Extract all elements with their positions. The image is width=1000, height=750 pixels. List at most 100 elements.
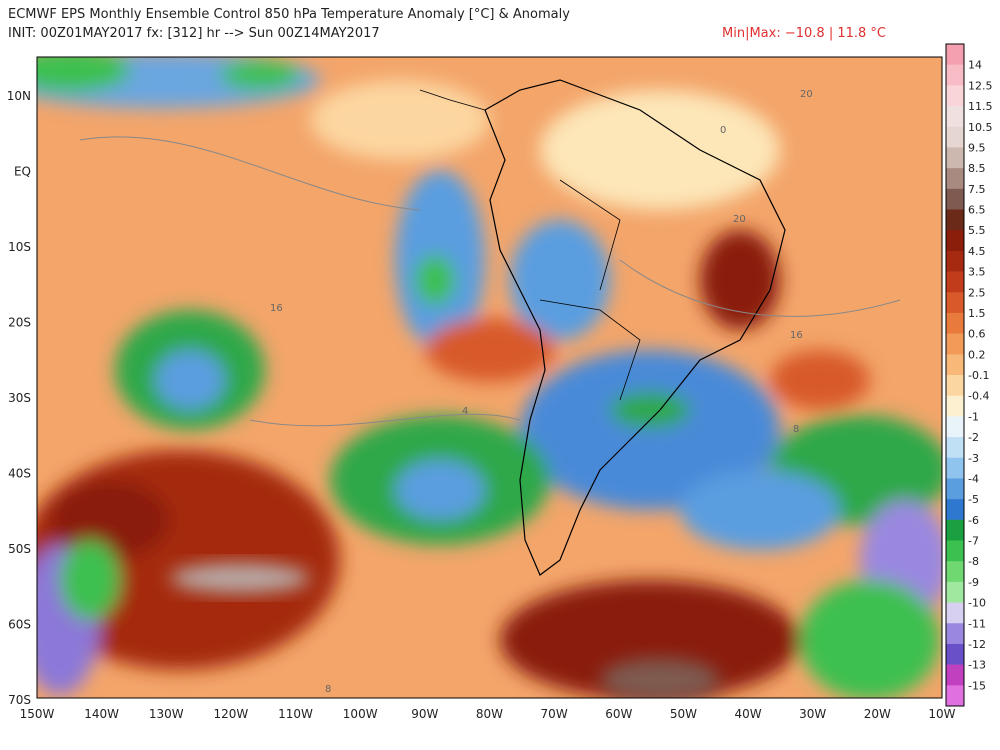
latitude-label: EQ xyxy=(14,165,31,179)
latitude-label: 40S xyxy=(8,467,31,481)
longitude-label: 30W xyxy=(799,707,826,721)
colorbar-label: 0.2 xyxy=(968,348,986,361)
colorbar-label: -6 xyxy=(968,514,979,527)
colorbar-label: 9.5 xyxy=(968,141,986,154)
colorbar-label: -12 xyxy=(968,638,986,651)
contour-label: 16 xyxy=(270,303,283,314)
map-frame xyxy=(36,56,943,699)
colorbar-band xyxy=(946,230,964,252)
colorbar-label: 8.5 xyxy=(968,162,986,175)
colorbar-band xyxy=(946,126,964,148)
latitude-label: 50S xyxy=(8,542,31,556)
colorbar-label: 3.5 xyxy=(968,266,986,279)
colorbar-label: 6.5 xyxy=(968,204,986,217)
latitude-label: 10S xyxy=(8,240,31,254)
colorbar-band xyxy=(946,188,964,210)
map: 20 0 20 16 16 8 4 8 xyxy=(37,57,942,698)
colorbar-band xyxy=(946,685,964,707)
longitude-label: 80W xyxy=(476,707,503,721)
colorbar-band xyxy=(946,85,964,107)
colorbar-band xyxy=(946,457,964,479)
colorbar-band xyxy=(946,581,964,603)
colorbar-band xyxy=(946,250,964,272)
colorbar-band xyxy=(946,333,964,355)
colorbar-band xyxy=(946,602,964,624)
contour-label: 16 xyxy=(790,330,803,341)
latitude-label: 60S xyxy=(8,618,31,632)
colorbar-label: 1.5 xyxy=(968,307,986,320)
colorbar-band xyxy=(946,519,964,541)
colorbar-band xyxy=(946,499,964,521)
longitude-label: 10W xyxy=(928,707,955,721)
colorbar-band xyxy=(946,478,964,500)
colorbar-band xyxy=(946,271,964,293)
title: ECMWF EPS Monthly Ensemble Control 850 h… xyxy=(8,7,570,22)
latitude-label: 20S xyxy=(8,316,31,330)
colorbar-band xyxy=(946,147,964,169)
colorbar-label: -3 xyxy=(968,452,979,465)
colorbar-label: -15 xyxy=(968,679,986,692)
colorbar-label: 0.6 xyxy=(968,328,986,341)
colorbar-label: -5 xyxy=(968,493,979,506)
longitude-label: 60W xyxy=(605,707,632,721)
colorbar-label: 11.5 xyxy=(968,100,993,113)
colorbar-label: 5.5 xyxy=(968,224,986,237)
longitude-label: 40W xyxy=(734,707,761,721)
colorbar-label: 7.5 xyxy=(968,183,986,196)
longitude-label: 150W xyxy=(20,707,55,721)
colorbar-band xyxy=(946,623,964,645)
contour-label: 8 xyxy=(325,684,331,695)
colorbar-label: -4 xyxy=(968,472,979,485)
colorbar-label: 4.5 xyxy=(968,245,986,258)
colorbar-label: -9 xyxy=(968,576,979,589)
contour-label: 20 xyxy=(733,214,746,225)
colorbar-label: -0.4 xyxy=(968,390,989,403)
min-max: Min|Max: −10.8 | 11.8 °C xyxy=(722,26,886,41)
colorbar-band xyxy=(946,292,964,314)
colorbar-label: -1 xyxy=(968,410,979,423)
longitude-label: 100W xyxy=(343,707,378,721)
colorbar-band xyxy=(946,209,964,231)
colorbar-label: -13 xyxy=(968,659,986,672)
colorbar-band xyxy=(946,416,964,438)
latitude-label: 10N xyxy=(7,89,31,103)
latitude-label: 70S xyxy=(8,693,31,707)
colorbar-band xyxy=(946,664,964,686)
longitude-label: 140W xyxy=(84,707,119,721)
colorbar-band xyxy=(946,643,964,665)
contour-label: 20 xyxy=(800,89,813,100)
colorbar-label: -7 xyxy=(968,535,979,548)
colorbar-band xyxy=(946,437,964,459)
colorbar-band xyxy=(946,312,964,334)
longitude-label: 90W xyxy=(411,707,438,721)
colorbar-label: 14 xyxy=(968,59,982,72)
colorbar-band xyxy=(946,540,964,562)
contour-label: 8 xyxy=(793,424,799,435)
colorbar-label: -8 xyxy=(968,555,979,568)
colorbar-label: -10 xyxy=(968,597,986,610)
longitude-label: 50W xyxy=(670,707,697,721)
colorbar-band xyxy=(946,44,964,65)
longitude-label: 70W xyxy=(541,707,568,721)
longitude-label: 20W xyxy=(864,707,891,721)
colorbar-band xyxy=(946,106,964,128)
colorbar-band xyxy=(946,354,964,376)
colorbar-label: 2.5 xyxy=(968,286,986,299)
contour-label: 0 xyxy=(720,125,726,136)
colorbar-band xyxy=(946,561,964,583)
colorbar-band xyxy=(946,168,964,190)
longitude-label: 110W xyxy=(278,707,313,721)
colorbar-band xyxy=(946,395,964,417)
longitude-label: 120W xyxy=(214,707,249,721)
colorbar-label: -2 xyxy=(968,431,979,444)
longitude-label: 130W xyxy=(149,707,184,721)
contour-label: 4 xyxy=(462,406,468,417)
colorbar-label: -11 xyxy=(968,617,986,630)
colorbar-label: -0.1 xyxy=(968,369,989,382)
colorbar-label: 10.5 xyxy=(968,121,993,134)
latitude-label: 30S xyxy=(8,391,31,405)
colorbar-band xyxy=(946,64,964,86)
colorbar-label: 12.5 xyxy=(968,79,993,92)
subtitle: INIT: 00Z01MAY2017 fx: [312] hr --> Sun … xyxy=(8,26,380,41)
